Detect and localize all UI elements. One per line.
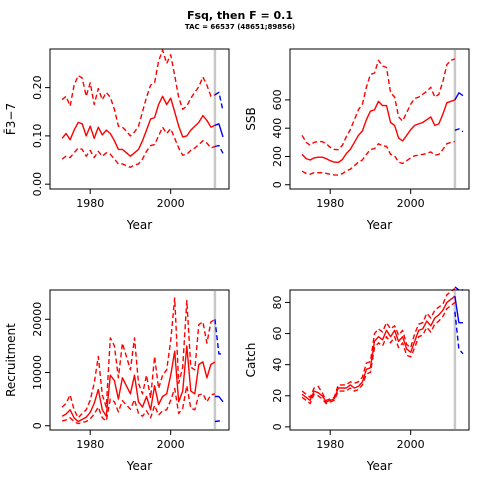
series-upper-line	[61, 49, 216, 137]
series-forecast-line	[214, 395, 224, 403]
series-lower-line	[61, 385, 216, 425]
x-tick-label: 2000	[397, 438, 425, 451]
x-axis-label: Year	[366, 459, 392, 473]
series-forecast-lower-line	[214, 144, 224, 154]
x-tick-label: 1980	[316, 438, 344, 451]
series-forecast-upper-line	[214, 91, 224, 111]
plot-frame	[49, 48, 230, 190]
series-estimate-line	[301, 295, 456, 403]
series-forecast-upper-line	[454, 286, 463, 291]
y-tick-label: 40	[271, 358, 284, 372]
panel-fbar: 1980 2000 0.00 0.10 0.20 Year F̄3−7	[4, 48, 230, 232]
y-tick-label: 60	[271, 327, 284, 341]
series-forecast-upper-line	[214, 319, 223, 355]
series-lower-line	[61, 126, 216, 169]
y-tick-label: 20	[271, 389, 284, 403]
x-tick-label: 1980	[76, 197, 104, 210]
x-tick-label: 1980	[76, 438, 104, 451]
y-tick-label: 0	[271, 181, 284, 188]
figure-subtitle: TAC = 66537 (48651;89856)	[184, 23, 296, 31]
plot-frame	[49, 289, 230, 431]
panel-catch: 1980 2000 0 20 40 60 80 Year Catch	[244, 286, 470, 473]
plot-frame	[289, 289, 470, 431]
x-tick-label: 2000	[397, 197, 425, 210]
y-axis-label: F̄3−7	[4, 103, 18, 135]
y-tick-label: 0.20	[31, 75, 44, 100]
y-tick-label: 200	[271, 146, 284, 167]
figure-title: Fsq, then F = 0.1	[186, 9, 294, 22]
series-lower-line	[301, 301, 456, 405]
series-estimate-line	[61, 345, 216, 423]
series-upper-line	[301, 287, 456, 402]
series-estimate-line	[61, 95, 216, 157]
series-forecast-line	[454, 296, 463, 324]
plot-frame	[289, 48, 470, 190]
x-tick-label: 2000	[157, 197, 185, 210]
x-tick-label: 1980	[316, 197, 344, 210]
y-tick-label: 600	[271, 89, 284, 110]
series-lower-line	[301, 140, 456, 176]
series-upper-line	[301, 58, 456, 151]
series-forecast-line	[214, 123, 224, 138]
series-forecast-lower-line	[214, 420, 223, 423]
y-tick-label: 0.10	[31, 124, 44, 149]
x-axis-label: Year	[366, 218, 392, 232]
y-tick-label: 10000	[31, 355, 44, 390]
series-forecast-lower-line	[454, 311, 464, 355]
panel-ssb: 1980 2000 0 200 400 600 Year SSB	[244, 48, 470, 232]
y-axis-label: SSB	[244, 107, 258, 130]
series-forecast-lower-line	[454, 128, 464, 133]
y-tick-label: 0	[31, 422, 44, 429]
y-tick-label: 20000	[31, 302, 44, 337]
series-forecast-line	[454, 92, 464, 101]
x-axis-label: Year	[126, 218, 152, 232]
y-tick-label: 0	[271, 423, 284, 430]
y-tick-label: 80	[271, 295, 284, 309]
series-estimate-line	[301, 99, 456, 164]
y-axis-label: Recruitment	[4, 323, 18, 397]
x-axis-label: Year	[126, 459, 152, 473]
y-tick-label: 0.00	[31, 172, 44, 197]
series-upper-line	[61, 297, 216, 419]
y-axis-label: Catch	[244, 343, 258, 378]
x-tick-label: 2000	[157, 438, 185, 451]
y-tick-label: 400	[271, 118, 284, 139]
